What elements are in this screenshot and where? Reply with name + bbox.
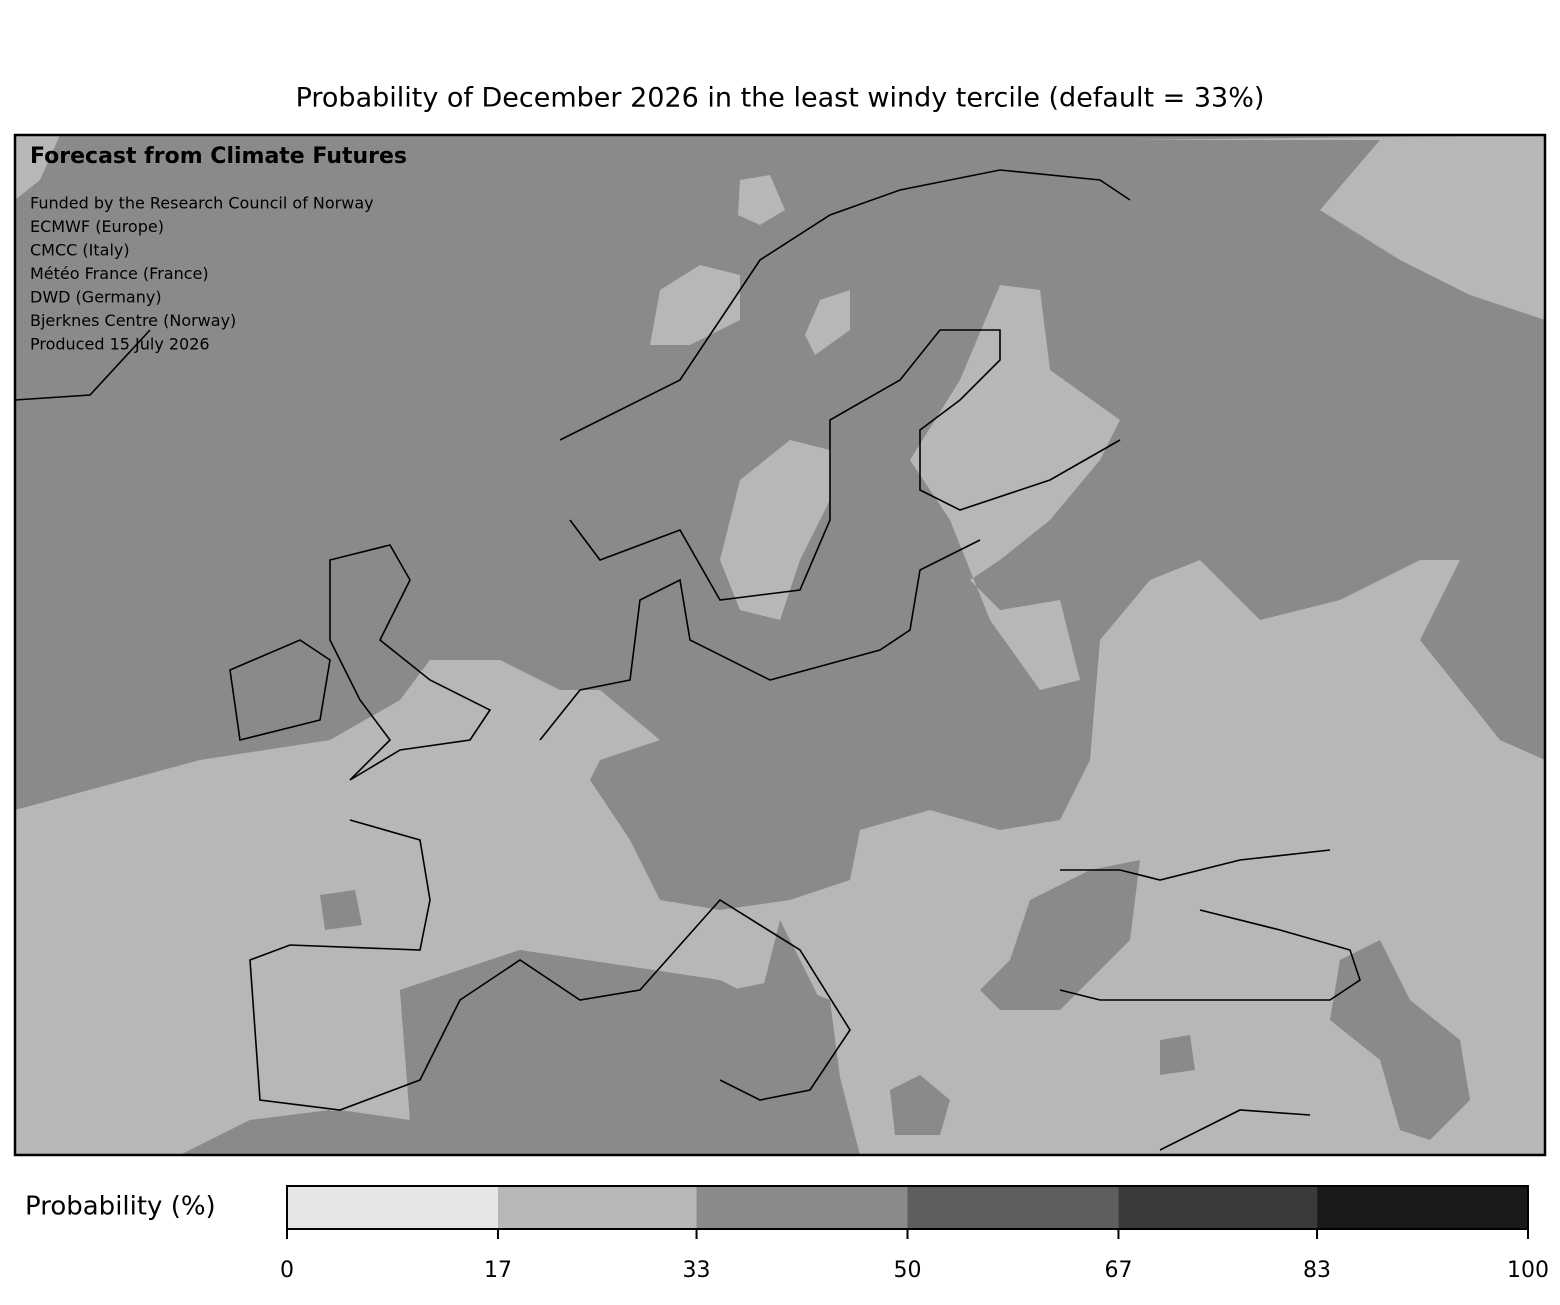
colorbar-segment [497,1186,697,1229]
colorbar-tick-label: 83 [1303,1258,1331,1283]
annotation-lines: Funded by the Research Council of Norway… [30,194,374,354]
map: Forecast from Climate Futures Funded by … [13,133,1547,1157]
annotation-line: ECMWF (Europe) [30,217,164,236]
annotation-heading: Forecast from Climate Futures [30,144,407,169]
colorbar-tick-label: 100 [1507,1258,1549,1283]
annotation-line: CMCC (Italy) [30,241,130,260]
coastlines [14,169,1361,1151]
colorbar-segment [1118,1186,1318,1229]
colorbar-label: Probability (%) [25,1192,216,1222]
annotation-line: Funded by the Research Council of Norway [30,194,374,213]
dark-regions [180,860,1470,1155]
colorbar-tick-label: 17 [484,1258,512,1283]
colorbar-tick-label: 33 [683,1258,711,1283]
annotation-line: Produced 15 July 2026 [30,335,210,354]
annotation-line: Météo France (France) [30,264,209,283]
colorbar: 0 17 33 50 67 83 100 [280,1185,1549,1283]
colorbar-tick-label: 0 [280,1258,294,1283]
light-regions [15,135,1545,1155]
colorbar-segment [287,1186,498,1229]
colorbar-tick-label: 67 [1104,1258,1132,1283]
colorbar-segment [696,1186,908,1229]
annotation-line: DWD (Germany) [30,288,162,307]
colorbar-segment [1317,1186,1528,1229]
colorbar-tick-label: 50 [894,1258,922,1283]
map-title: Probability of December 2026 in the leas… [296,83,1265,114]
annotation-line: Bjerknes Centre (Norway) [30,311,236,330]
map-frame [13,133,1547,1157]
colorbar-segment [907,1186,1119,1229]
